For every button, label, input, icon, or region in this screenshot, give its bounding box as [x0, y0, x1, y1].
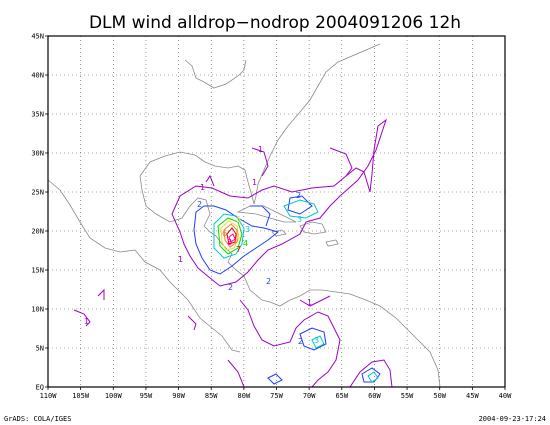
y-tick-label: EQ [36, 384, 44, 392]
contour-1-h [227, 359, 245, 388]
x-tick-label: 60W [368, 392, 381, 400]
coastline-north [184, 59, 247, 89]
y-tick-label: 40N [31, 72, 44, 80]
contour-2-a [193, 205, 280, 275]
x-tick-label: 100W [105, 392, 123, 400]
contour-1-k [205, 174, 215, 187]
y-tick-label: 25N [31, 189, 44, 197]
contour-label: 2 [228, 283, 233, 292]
contour-label: 2 [298, 337, 303, 346]
contour-label: 2 [266, 277, 271, 286]
contour-label: 8 [227, 238, 232, 247]
contour-3-d [367, 371, 379, 383]
contour-label: 3 [245, 225, 250, 234]
contour-1-g [73, 309, 91, 327]
contour-label: 7 [236, 245, 241, 254]
x-tick-label: 105W [72, 392, 90, 400]
contour-2-f [361, 367, 381, 383]
contour-1-e [187, 315, 197, 331]
contour-1-i [349, 359, 393, 388]
x-tick-label: 40W [499, 392, 512, 400]
contour-2-e [267, 373, 283, 385]
x-tick-label: 80W [238, 392, 251, 400]
footer-right: 2004-09-23-17:24 [479, 415, 546, 423]
contour-5-a [220, 220, 240, 251]
contour-label: 1 [178, 255, 183, 264]
island-hispaniola [299, 221, 327, 235]
island-puerto-rico [325, 239, 339, 247]
wind-difference-contours [73, 118, 393, 388]
contour-label: 1 [84, 317, 89, 326]
contour-6-a [223, 223, 238, 248]
contour-1-a [171, 118, 387, 287]
contour-label: 2 [296, 191, 301, 200]
contour-label: 3 [314, 336, 319, 345]
contour-3-c [311, 335, 325, 349]
y-tick-label: 35N [31, 111, 44, 119]
y-tick-label: 30N [31, 150, 44, 158]
x-tick-label: 65W [335, 392, 348, 400]
footer-left: GrADS: COLA/IGES [4, 415, 71, 423]
x-tick-label: 70W [303, 392, 316, 400]
y-tick-label: 10N [31, 306, 44, 314]
x-tick-label: 95W [140, 392, 153, 400]
coastline-central-america [215, 235, 441, 388]
island-cuba [236, 205, 297, 223]
coastline-gulf [139, 43, 381, 205]
contour-3-a [283, 199, 319, 219]
x-tick-label: 50W [433, 392, 446, 400]
contour-label: 3 [297, 215, 302, 224]
contour-1-j [299, 295, 331, 307]
contour-label: 1 [200, 183, 205, 192]
contour-1-d [239, 299, 341, 388]
grid-lines [48, 36, 505, 387]
contour-4-a [217, 217, 243, 255]
contour-label: 4 [243, 239, 248, 248]
x-tick-label: 55W [401, 392, 414, 400]
contour-2-b [250, 205, 271, 227]
coastlines [47, 43, 441, 388]
map-title: DLM wind alldrop−nodrop 2004091206 12h [89, 13, 461, 33]
contour-label: 6 [222, 229, 227, 238]
contour-1-f [97, 288, 105, 300]
y-tick-label: 20N [31, 228, 44, 236]
contour-8-a [228, 233, 236, 243]
contour-2-c [287, 195, 313, 215]
contour-label: 1 [252, 178, 257, 187]
x-tick-label: 90W [172, 392, 185, 400]
x-axis-ticks: 110W 105W 100W 95W 90W 85W 80W 75W 70W 65W 60W 55W 5… [40, 387, 512, 400]
x-tick-label: 85W [205, 392, 218, 400]
coastline-yucatan [139, 175, 217, 237]
contour-1-c [251, 147, 269, 177]
contour-1-b [329, 147, 353, 177]
contour-label: 1 [307, 298, 312, 307]
y-tick-label: 15N [31, 267, 44, 275]
contour-labels: 1 1 1 1 1 1 2 2 2 2 2 3 3 3 4 5 6 7 8 [84, 145, 319, 346]
x-tick-label: 45W [466, 392, 479, 400]
contour-7-a [226, 227, 237, 245]
x-tick-label: 75W [270, 392, 283, 400]
y-axis-ticks: EQ 5N 10N 15N 20N 25N 30N 35N 40N 45N [31, 33, 48, 392]
x-tick-label: 110W [40, 392, 58, 400]
contour-label: 2 [197, 200, 202, 209]
contour-label: 1 [258, 145, 263, 154]
coastline-north-america [47, 179, 241, 353]
y-tick-label: 5N [36, 345, 44, 353]
contour-3-b [213, 213, 245, 259]
contour-label: 5 [236, 215, 241, 224]
contour-2-d [299, 327, 327, 351]
y-tick-label: 45N [31, 33, 44, 41]
